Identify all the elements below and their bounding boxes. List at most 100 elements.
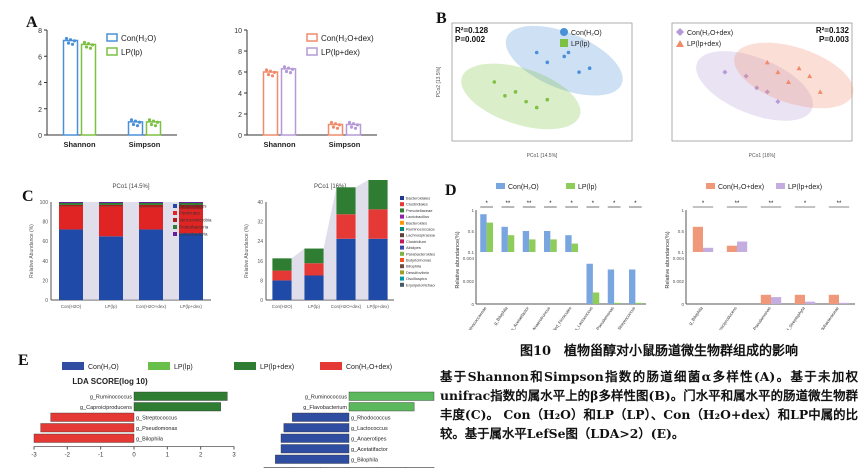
stacked-bar-segment [336, 214, 356, 239]
stacked-bar-segment [304, 275, 324, 300]
legend-label: LP(lp+dex) [788, 184, 822, 191]
legend-swatch [400, 245, 404, 250]
lda-bar-label: g_Lactococcus [351, 426, 388, 432]
data-point [566, 50, 571, 55]
legend-swatch [400, 276, 404, 281]
stacked-bar-segment [336, 187, 356, 215]
x-tick-label: g_Pseudomonas [592, 306, 615, 330]
data-point [137, 120, 142, 124]
x-tick-label: 0 [132, 453, 136, 459]
x-tick-label: g_unclassified_Streptophyta [771, 305, 806, 330]
data-point [817, 89, 823, 94]
stacked-bar-segment [99, 204, 123, 207]
x-tick-label: Simpson [329, 140, 361, 149]
legend-swatch [306, 47, 318, 56]
legend-label: Prevotellaceae [406, 208, 433, 213]
y-axis-label: Relative Abundance (%) [244, 224, 250, 278]
chart-c-left: PCo1 [14.5%] Relative Abundance (%) 0 20 40 6… [29, 184, 212, 309]
legend-label: Lachnospiraceae [406, 233, 435, 238]
x-axis-label: PCo1 [16%] [749, 153, 776, 159]
significance-mark: * [804, 201, 807, 207]
legend-swatch [400, 282, 404, 287]
y-tick-label: 20 [42, 278, 48, 284]
lda-bar [348, 402, 415, 412]
legend-swatch [173, 218, 177, 222]
bar [544, 231, 551, 252]
data-point [337, 123, 342, 127]
y-tick-label: 16 [257, 259, 263, 265]
legend-swatch [400, 202, 404, 207]
data-point [70, 42, 75, 46]
stacked-bar-segment [336, 238, 356, 300]
stacked-bar-segment [59, 202, 83, 205]
stacked-bar-segment [179, 202, 203, 205]
bar [62, 39, 79, 136]
data-point [764, 89, 770, 95]
y-tick-label: 0.004 [463, 256, 475, 261]
y-tick-label: 0.5 [468, 229, 475, 234]
legend-label: Bacteroides [406, 220, 427, 225]
bar [629, 269, 636, 304]
x-tick-label: LP(lp) [105, 304, 118, 309]
data-point [131, 122, 136, 127]
lda-bar-label: g_Flavobacterium [303, 405, 347, 411]
bar [280, 68, 297, 136]
legend-swatch [173, 211, 177, 215]
y-tick-label: 0 [681, 302, 684, 307]
legend-swatch [400, 239, 404, 244]
bar [550, 239, 557, 252]
bar [828, 294, 839, 304]
data-point [331, 125, 336, 129]
stat-annotation: P=0.003 [819, 35, 850, 44]
confidence-ellipse [696, 51, 814, 121]
legend-swatch [173, 204, 177, 208]
data-point [775, 69, 781, 75]
lda-bar-label: g_Bilophila [136, 437, 164, 443]
legend-label: Verrucomicrobia [179, 218, 212, 223]
stacked-bar-segment [304, 248, 324, 264]
stacked-bar-segment [99, 236, 123, 300]
legend-swatch [234, 362, 256, 370]
legend-label: LP(lp+dex) [260, 364, 294, 371]
lda-bar-label: g_Anaerotipes [351, 437, 387, 443]
legend-label: Ruminococcaceae [406, 227, 435, 232]
stacked-bar-segment [59, 229, 83, 300]
y-tick-label: 8 [238, 49, 242, 56]
flow-connector [291, 248, 305, 300]
lda-bar [280, 433, 350, 443]
data-point [68, 38, 73, 42]
chart-d-left: Relative abundance(%) 1 0.5 0.10.004 0.002 0 *… [455, 183, 646, 330]
figure-caption: 图10 植物甾醇对小鼠肠道微生物群组成的影响 基于Shannon和Simpson… [440, 340, 858, 443]
data-point [513, 90, 518, 94]
stacked-bar-segment [368, 238, 388, 300]
x-tick-label: -1 [98, 453, 104, 459]
stacked-bar-segment [272, 258, 292, 271]
data-point [503, 93, 507, 98]
bar [607, 269, 615, 304]
lda-bar-label: g_Acetatifactor [351, 447, 388, 453]
y-tick-label: 80 [42, 220, 48, 226]
y-tick-label: 1 [471, 208, 474, 213]
lda-bar-label: g_Ruminococcus [305, 395, 347, 401]
y-tick-label: 6 [38, 54, 42, 61]
legend-label: Alistipes [406, 245, 421, 250]
legend-label: Clostridium [406, 239, 427, 244]
y-tick-label: 4 [238, 91, 242, 98]
stacked-bar-segment [272, 280, 292, 300]
y-axis-label: Relative Abundance (%) [29, 224, 35, 278]
data-point [64, 36, 69, 41]
significance-mark: ** [735, 201, 740, 207]
legend-swatch [306, 33, 318, 42]
legend-swatch [706, 183, 715, 189]
bar [565, 235, 572, 252]
legend-label: Con(H₂O) [88, 364, 119, 371]
stacked-bar-segment [179, 204, 203, 210]
bar [614, 302, 621, 304]
y-tick-label: 0.5 [678, 229, 685, 234]
bar [760, 294, 771, 304]
y-tick-label: 0 [238, 133, 242, 140]
bar [703, 247, 714, 252]
panel-label-b: B [436, 10, 447, 27]
legend-label: LP(lp+dex) [321, 48, 360, 57]
flow-connector [83, 202, 99, 300]
